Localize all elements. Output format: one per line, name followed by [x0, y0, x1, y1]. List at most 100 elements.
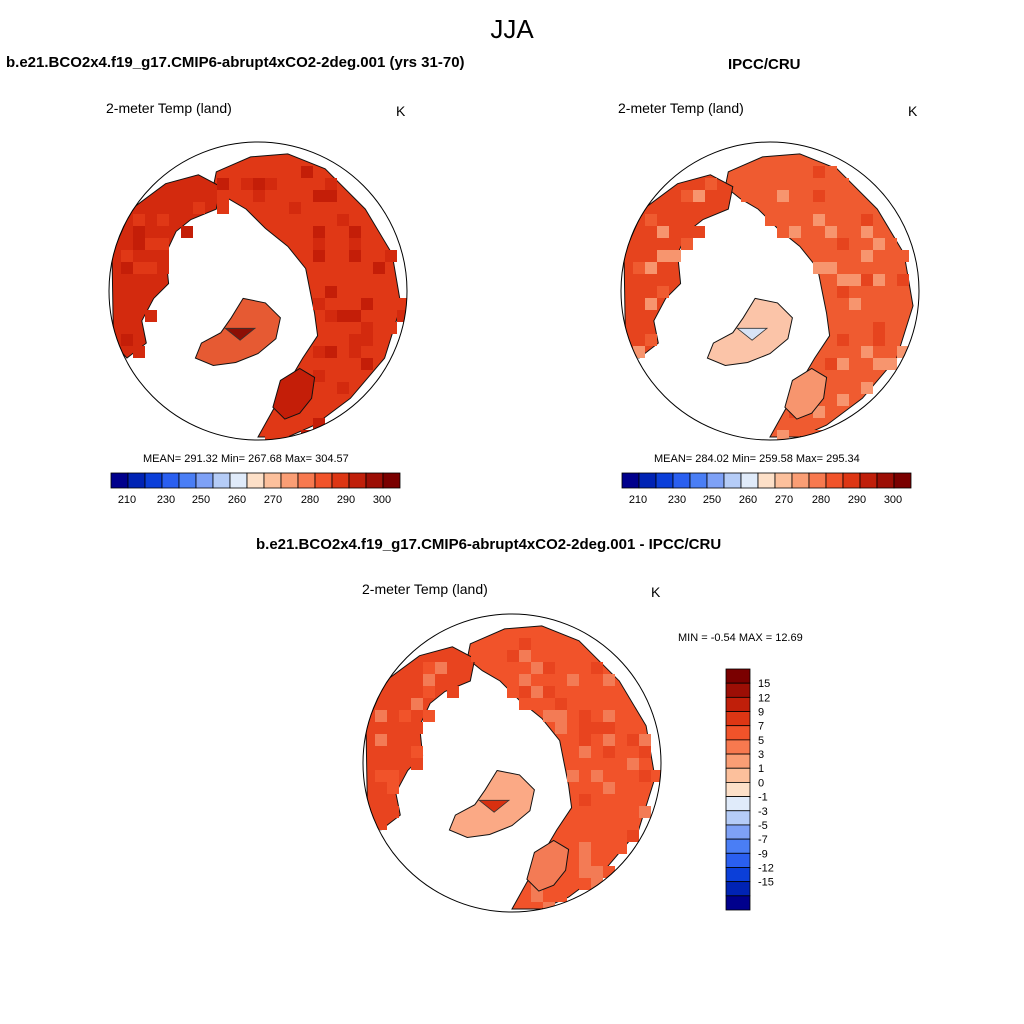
land-cell: [121, 262, 133, 274]
land-cell: [693, 226, 705, 238]
land-cell: [603, 746, 615, 758]
land-cell: [873, 334, 885, 346]
polar-map-observed: [620, 141, 920, 441]
land-cell: [133, 214, 145, 226]
land-cell: [765, 202, 777, 214]
land-cell: [313, 370, 325, 382]
land-cell: [519, 686, 531, 698]
land-cell: [777, 190, 789, 202]
land-cell: [837, 286, 849, 298]
panel-2-units: K: [908, 103, 918, 119]
land-cell: [253, 190, 265, 202]
land-cell: [633, 274, 645, 286]
land-cell: [157, 262, 169, 274]
colorbar-tick-label: 210: [118, 494, 136, 506]
land-cell: [861, 298, 873, 310]
land-cell: [837, 334, 849, 346]
colorbar-swatch: [382, 472, 401, 489]
land-cell: [627, 758, 639, 770]
colorbar-swatch: [893, 472, 912, 489]
land-cell: [375, 770, 387, 782]
land-cell: [325, 286, 337, 298]
colorbar-tick-label: -15: [758, 877, 774, 889]
land-cell: [375, 734, 387, 746]
land-cell: [375, 710, 387, 722]
land-cell: [777, 430, 789, 440]
land-cell: [361, 334, 373, 346]
landmass-scandinavia: [784, 367, 828, 420]
land-cell: [349, 334, 361, 346]
colorbar-swatch: [314, 472, 333, 489]
land-cell: [313, 346, 325, 358]
colorbar-swatch: [725, 796, 751, 812]
colorbar-swatch: [621, 472, 640, 489]
land-cell: [591, 662, 603, 674]
land-cell: [133, 238, 145, 250]
land-cell: [313, 250, 325, 262]
land-cell: [885, 310, 897, 322]
land-cell: [837, 274, 849, 286]
land-cell: [801, 190, 813, 202]
land-cell: [873, 274, 885, 286]
land-cell: [411, 746, 423, 758]
land-cell: [325, 190, 337, 202]
colorbar-swatch: [144, 472, 163, 489]
land-cell: [639, 806, 651, 818]
land-cell: [133, 262, 145, 274]
colorbar-tick-label: 15: [758, 678, 770, 690]
polar-map-model: [108, 141, 408, 441]
land-cell: [579, 746, 591, 758]
colorbar-tick-label: -12: [758, 862, 774, 874]
land-cell: [349, 346, 361, 358]
land-cell: [837, 394, 849, 406]
colorbar-swatch: [348, 472, 367, 489]
land-cell: [555, 890, 567, 902]
map-boundary: [362, 613, 662, 913]
colorbar-swatch: [725, 739, 751, 755]
colorbar-tick-label: -1: [758, 792, 768, 804]
land-cell: [861, 262, 873, 274]
land-cell: [411, 698, 423, 710]
land-cell: [885, 286, 897, 298]
colorbar-swatch: [808, 472, 827, 489]
land-cell: [423, 674, 435, 686]
land-cell: [543, 674, 555, 686]
land-cell: [325, 310, 337, 322]
land-cell: [579, 710, 591, 722]
land-cell: [387, 722, 399, 734]
colorbar-swatch: [195, 472, 214, 489]
land-cell: [825, 262, 837, 274]
colorbar-swatch: [825, 472, 844, 489]
land-cell: [627, 734, 639, 746]
land-cell: [681, 190, 693, 202]
colorbar-swatch: [725, 838, 751, 854]
land-cell: [265, 190, 277, 202]
land-cell: [591, 758, 603, 770]
colorbar-swatch: [331, 472, 350, 489]
map-boundary: [108, 141, 408, 441]
land-cell: [289, 178, 301, 190]
land-cell: [531, 686, 543, 698]
land-cell: [669, 250, 681, 262]
panel-2-stats: MEAN= 284.02 Min= 259.58 Max= 295.34: [654, 453, 860, 465]
colorbar-tick-label: 5: [758, 735, 764, 747]
land-cell: [349, 238, 361, 250]
land-cell: [861, 346, 873, 358]
land-cell: [423, 710, 435, 722]
land-cell: [873, 238, 885, 250]
colorbar-tick-label: 230: [668, 494, 686, 506]
land-cell: [277, 430, 289, 440]
land-cell: [591, 722, 603, 734]
colorbar-tick-label: 290: [337, 494, 355, 506]
land-cell: [519, 638, 531, 650]
greenland-interior: [736, 327, 769, 341]
land-cell: [603, 734, 615, 746]
land-cell: [849, 262, 861, 274]
land-cell: [603, 710, 615, 722]
panel-1-units: K: [396, 103, 406, 119]
land-cell: [301, 166, 313, 178]
land-cell: [897, 250, 909, 262]
land-cell: [897, 274, 909, 286]
land-cell: [633, 346, 645, 358]
